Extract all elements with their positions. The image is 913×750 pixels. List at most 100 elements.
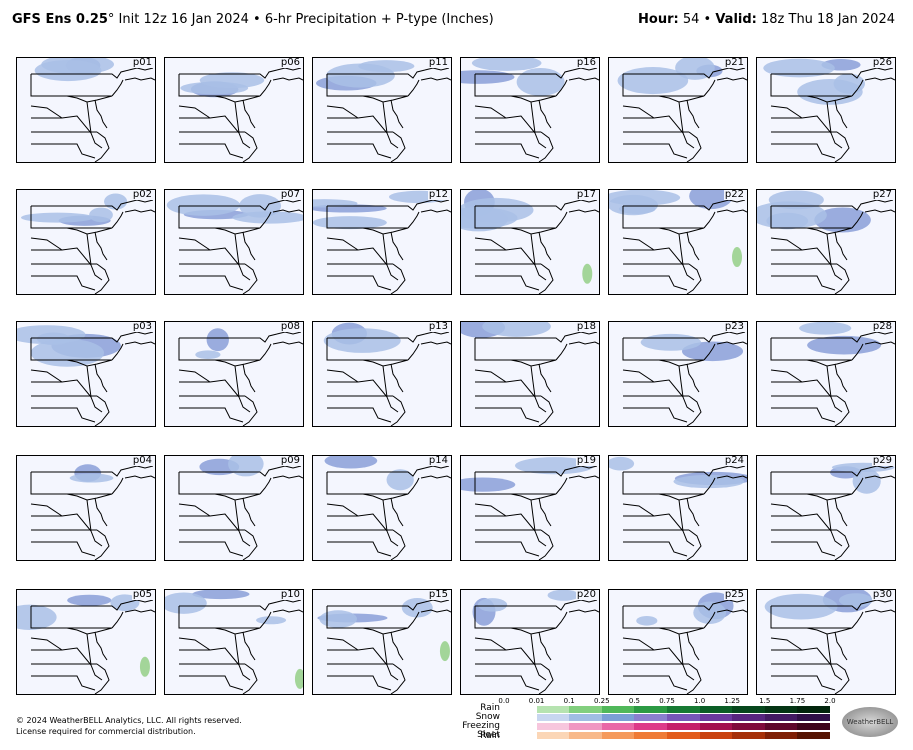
- state-boundary: [475, 647, 536, 666]
- state-boundary: [242, 231, 256, 261]
- ensemble-member-panel: p03: [16, 321, 156, 427]
- state-boundary: [770, 472, 852, 495]
- member-label: p14: [427, 455, 449, 466]
- state-boundary: [30, 74, 112, 97]
- ensemble-member-panel: p29: [756, 455, 896, 561]
- state-boundary: [475, 675, 540, 691]
- precip-area: [206, 328, 229, 352]
- state-boundary: [826, 499, 843, 547]
- state-boundary: [179, 407, 244, 423]
- state-boundary: [555, 79, 568, 97]
- state-boundary: [622, 472, 704, 495]
- state-boundary: [327, 675, 392, 691]
- state-boundary: [178, 237, 211, 251]
- state-boundary: [178, 338, 260, 361]
- member-label: p13: [427, 321, 449, 332]
- state-boundary: [686, 529, 702, 560]
- precip-map: [323, 322, 451, 426]
- state-boundary: [475, 379, 536, 398]
- state-boundary: [771, 275, 836, 291]
- legend-swatch: [634, 706, 667, 713]
- state-boundary: [868, 465, 894, 469]
- state-boundary: [424, 465, 450, 469]
- member-label: p07: [279, 189, 301, 200]
- legend-swatch: [569, 706, 602, 713]
- precip-map: [21, 193, 155, 294]
- legend-tick-label: 0.0: [498, 697, 510, 705]
- state-boundary: [234, 499, 251, 547]
- legend-swatch: [699, 714, 733, 721]
- state-boundary: [31, 247, 92, 266]
- state-boundary: [242, 529, 258, 560]
- state-boundary: [538, 231, 552, 261]
- state-boundary: [572, 199, 598, 203]
- product-name: 6-hr Precipitation + P-type (Inches): [264, 12, 494, 27]
- state-boundary: [622, 206, 704, 229]
- state-boundary: [720, 331, 746, 335]
- state-boundary: [572, 331, 598, 335]
- ensemble-member-panel: p16: [460, 57, 600, 163]
- state-boundary: [178, 206, 260, 229]
- state-boundary: [327, 601, 426, 611]
- state-boundary: [327, 275, 392, 291]
- state-boundary: [868, 599, 894, 603]
- state-boundary: [623, 143, 688, 159]
- precip-area: [294, 668, 303, 689]
- precip-map: [17, 325, 155, 426]
- state-boundary: [30, 369, 63, 383]
- state-boundary: [362, 493, 409, 501]
- state-boundary: [31, 675, 96, 691]
- state-boundary: [326, 338, 408, 361]
- precip-area: [461, 70, 515, 84]
- state-boundary: [851, 211, 864, 229]
- state-boundary: [475, 407, 540, 423]
- precip-area: [757, 201, 827, 229]
- license-line: License required for commercial distribu…: [16, 727, 196, 736]
- state-boundary: [623, 467, 722, 477]
- state-boundary: [686, 363, 700, 393]
- ensemble-member-panel: p05: [16, 589, 156, 695]
- legend-swatch: [764, 723, 798, 730]
- legend-swatch: [797, 732, 830, 739]
- state-boundary: [720, 599, 746, 603]
- state-boundary: [530, 499, 547, 547]
- state-boundary: [475, 541, 540, 557]
- precip-map: [770, 462, 895, 560]
- state-boundary: [94, 231, 108, 261]
- legend-bar-freezing-rain: [504, 723, 830, 730]
- state-boundary: [623, 201, 722, 211]
- state-boundary: [30, 237, 63, 251]
- state-boundary: [382, 633, 399, 681]
- precip-area: [839, 593, 873, 608]
- state-boundary: [623, 601, 722, 611]
- state-boundary: [179, 115, 240, 134]
- state-boundary: [178, 606, 260, 629]
- valid-label: Valid:: [715, 12, 757, 27]
- state-boundary: [327, 115, 388, 134]
- precip-area: [609, 456, 635, 471]
- state-boundary: [390, 99, 404, 129]
- precip-area: [797, 79, 863, 105]
- state-boundary: [420, 475, 451, 479]
- state-boundary: [259, 343, 272, 361]
- ensemble-member-panel: p15: [312, 589, 452, 695]
- state-boundary: [868, 199, 894, 203]
- state-boundary: [716, 341, 747, 345]
- state-boundary: [179, 275, 244, 291]
- state-boundary: [31, 69, 130, 79]
- state-boundary: [390, 395, 406, 426]
- state-boundary: [568, 77, 599, 81]
- state-boundary: [475, 333, 574, 343]
- state-boundary: [474, 105, 507, 119]
- legend-tick-label: 0.25: [594, 697, 610, 705]
- state-boundary: [382, 233, 399, 281]
- state-boundary: [178, 105, 211, 119]
- state-boundary: [86, 499, 103, 547]
- state-boundary: [242, 131, 258, 162]
- state-boundary: [538, 663, 554, 694]
- state-boundary: [622, 637, 655, 651]
- ensemble-member-panel: p08: [164, 321, 304, 427]
- precip-area: [34, 59, 102, 82]
- state-boundary: [124, 475, 155, 479]
- state-boundary: [86, 633, 103, 681]
